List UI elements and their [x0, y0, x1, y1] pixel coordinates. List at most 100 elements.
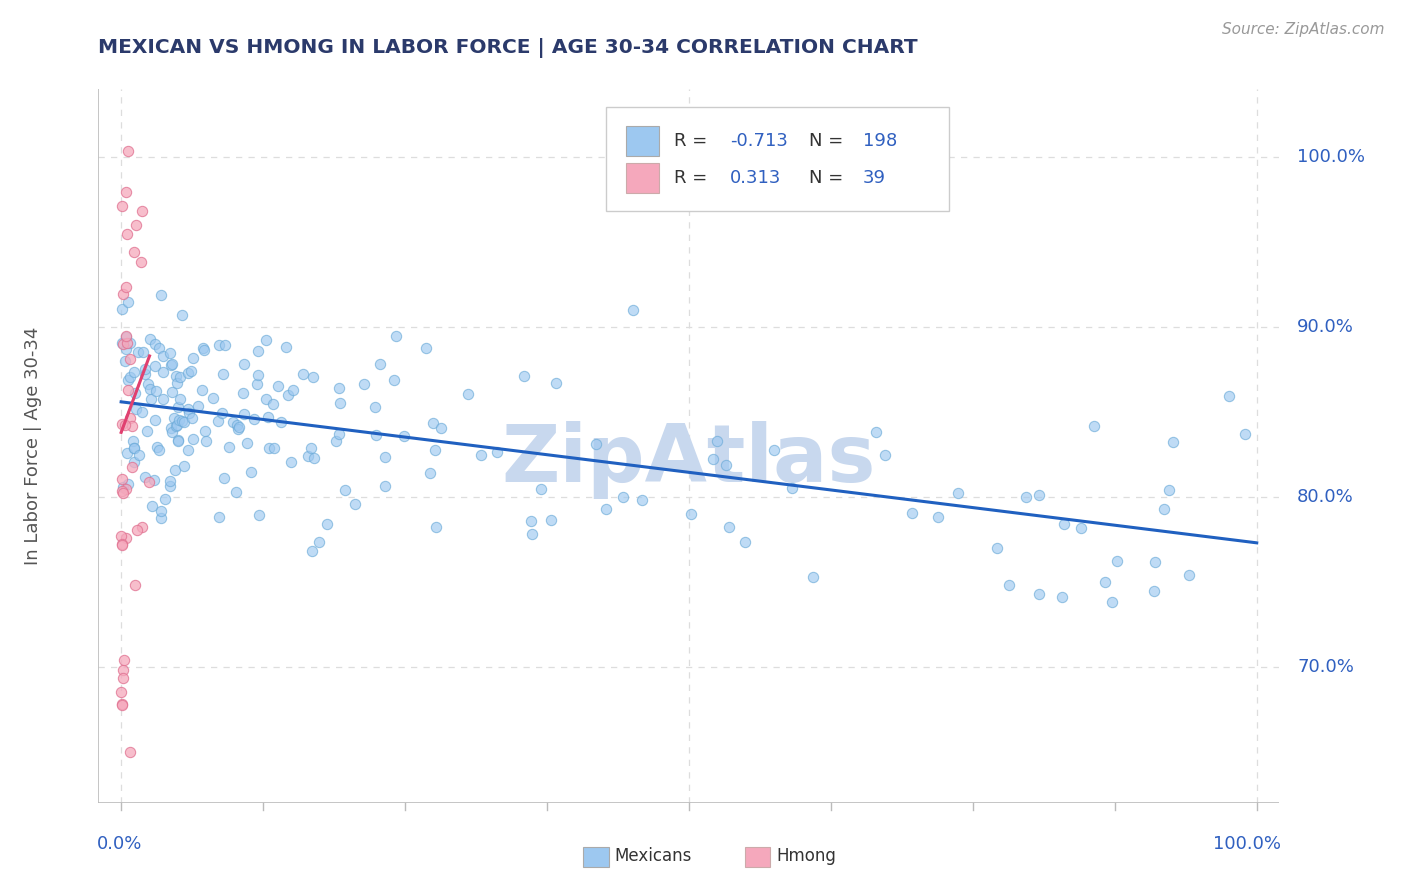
Point [302, 450, 325, 465]
Point [329, 396, 352, 410]
Point [364, 428, 387, 442]
Point [316, 516, 339, 531]
Point [1053, 517, 1076, 532]
Point [254, 392, 277, 407]
Point [208, 337, 231, 351]
Point [1070, 521, 1092, 535]
Point [207, 414, 229, 428]
Point [187, 399, 209, 413]
Point [254, 334, 277, 348]
Point [115, 342, 138, 356]
Point [131, 404, 153, 418]
Point [247, 368, 270, 382]
Point [297, 449, 319, 463]
Point [160, 425, 183, 440]
Point [530, 483, 553, 497]
Point [1028, 587, 1050, 601]
Point [165, 418, 187, 433]
Point [470, 448, 492, 462]
Point [117, 144, 139, 158]
Point [166, 418, 188, 433]
Point [117, 446, 139, 460]
Point [246, 377, 269, 392]
Point [240, 465, 263, 479]
FancyBboxPatch shape [606, 107, 949, 211]
Point [152, 349, 174, 363]
Point [247, 508, 270, 522]
Point [430, 420, 453, 434]
Point [129, 255, 152, 269]
Point [585, 437, 607, 451]
Point [211, 406, 233, 420]
Point [124, 218, 146, 232]
Point [160, 357, 183, 371]
Point [540, 513, 562, 527]
Point [927, 510, 949, 524]
Point [422, 416, 444, 430]
FancyBboxPatch shape [626, 163, 659, 193]
Text: Source: ZipAtlas.com: Source: ZipAtlas.com [1222, 22, 1385, 37]
Point [115, 329, 138, 343]
Point [149, 511, 172, 525]
Point [679, 507, 702, 521]
Text: ZipAtlas: ZipAtlas [502, 421, 876, 500]
Point [138, 475, 160, 489]
Point [128, 448, 150, 462]
Point [208, 510, 231, 524]
Point [257, 442, 280, 456]
Point [159, 345, 181, 359]
Point [1050, 590, 1073, 604]
Point [1234, 426, 1257, 441]
Text: N =: N = [810, 132, 849, 151]
Point [1094, 574, 1116, 589]
Point [111, 199, 134, 213]
Text: -0.713: -0.713 [730, 132, 789, 151]
Point [167, 412, 190, 426]
Point [486, 445, 509, 459]
Point [143, 359, 166, 374]
Point [225, 418, 247, 433]
Point [111, 671, 134, 685]
Point [256, 409, 278, 424]
Point [177, 406, 200, 420]
Point [166, 433, 188, 447]
Point [191, 384, 214, 398]
Text: 90.0%: 90.0% [1298, 318, 1354, 336]
Point [308, 534, 330, 549]
Point [873, 448, 896, 462]
Point [122, 441, 145, 455]
Point [214, 337, 236, 351]
Point [111, 337, 134, 351]
Point [762, 443, 785, 458]
Point [134, 368, 156, 382]
Point [998, 578, 1021, 592]
Text: 80.0%: 80.0% [1298, 488, 1354, 506]
Point [280, 455, 302, 469]
Point [364, 400, 387, 414]
Point [145, 384, 167, 399]
Point [124, 386, 146, 401]
Point [1015, 490, 1038, 504]
Point [115, 186, 138, 200]
Point [117, 477, 139, 491]
Point [177, 401, 200, 416]
Point [374, 479, 396, 493]
Point [901, 506, 924, 520]
Point [134, 470, 156, 484]
Point [111, 301, 134, 316]
Point [145, 337, 167, 351]
Point [111, 485, 134, 500]
Point [138, 382, 160, 396]
Point [120, 335, 142, 350]
Point [1105, 553, 1128, 567]
Point [139, 332, 162, 346]
Point [165, 463, 187, 477]
Point [281, 383, 304, 397]
Point [180, 364, 202, 378]
Point [124, 245, 146, 260]
Point [127, 523, 149, 537]
Point [183, 351, 205, 365]
Point [162, 410, 184, 425]
Point [374, 450, 396, 465]
Point [243, 412, 266, 426]
